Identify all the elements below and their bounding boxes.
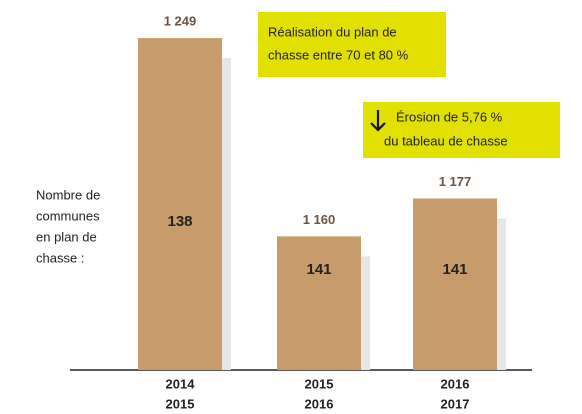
- annotation-text: chasse entre 70 et 80 %: [268, 47, 409, 62]
- x-tick-label: 2015: [166, 396, 195, 411]
- inner-value: 138: [167, 213, 192, 230]
- x-tick-label: 2014: [166, 376, 196, 391]
- annotation-text: Réalisation du plan de: [268, 24, 397, 39]
- x-tick-label: 2017: [441, 396, 470, 411]
- value-label: 1 177: [439, 174, 472, 189]
- inner-label: communes: [36, 208, 100, 223]
- bar: [138, 38, 222, 370]
- inner-label: chasse :: [36, 250, 84, 265]
- annotation-text: du tableau de chasse: [384, 133, 508, 148]
- bar: [413, 198, 497, 370]
- annotation-box: [363, 102, 560, 158]
- inner-value: 141: [442, 261, 467, 278]
- value-label: 1 249: [164, 14, 197, 29]
- x-tick-label: 2016: [305, 396, 334, 411]
- down-arrow: [370, 110, 386, 132]
- x-tick-label: 2015: [305, 376, 334, 391]
- annotation-box: [258, 12, 446, 77]
- inner-value: 141: [306, 261, 331, 278]
- value-label: 1 160: [303, 212, 336, 227]
- bar: [277, 236, 361, 370]
- annotation-text: Érosion de 5,76 %: [396, 109, 503, 124]
- x-tick-label: 2016: [441, 376, 470, 391]
- inner-label: Nombre de: [36, 187, 100, 202]
- inner-label: en plan de: [36, 229, 97, 244]
